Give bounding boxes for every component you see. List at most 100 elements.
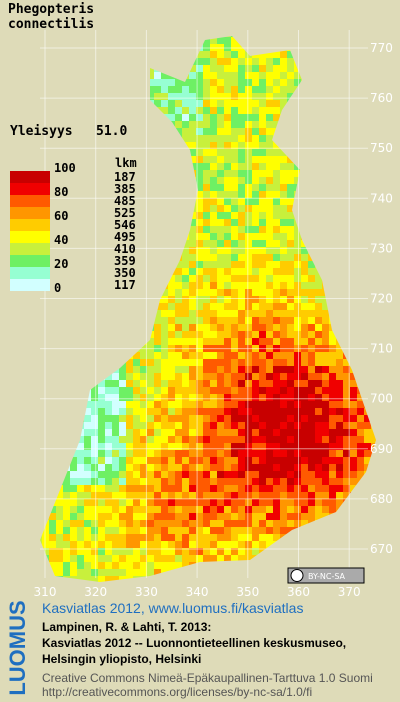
grid-cell: [364, 429, 371, 436]
grid-cell: [280, 331, 287, 338]
grid-cell: [77, 443, 84, 450]
grid-cell: [140, 359, 147, 366]
grid-cell: [175, 191, 182, 198]
grid-cell: [329, 373, 336, 380]
grid-cell: [119, 464, 126, 471]
grid-cell: [147, 499, 154, 506]
grid-cell: [210, 296, 217, 303]
grid-cell: [357, 37, 364, 44]
grid-cell: [273, 275, 280, 282]
grid-cell: [217, 268, 224, 275]
grid-cell: [49, 310, 56, 317]
link: Kasviatlas 2012, www.luomus.fi/kasviatla…: [42, 600, 303, 616]
grid-cell: [294, 240, 301, 247]
grid-cell: [133, 310, 140, 317]
grid-cell: [112, 114, 119, 121]
grid-cell: [217, 331, 224, 338]
grid-cell: [147, 359, 154, 366]
grid-cell: [315, 394, 322, 401]
grid-cell: [126, 436, 133, 443]
grid-cell: [56, 541, 63, 548]
grid-cell: [196, 485, 203, 492]
grid-cell: [224, 107, 231, 114]
grid-cell: [154, 331, 161, 338]
grid-cell: [224, 485, 231, 492]
grid-cell: [126, 366, 133, 373]
grid-cell: [84, 317, 91, 324]
grid-cell: [84, 499, 91, 506]
grid-cell: [70, 562, 77, 569]
grid-cell: [189, 527, 196, 534]
grid-cell: [49, 513, 56, 520]
grid-cell: [217, 394, 224, 401]
grid-cell: [357, 261, 364, 268]
grid-cell: [238, 324, 245, 331]
grid-cell: [203, 107, 210, 114]
grid-cell: [287, 527, 294, 534]
grid-cell: [210, 72, 217, 79]
grid-cell: [322, 163, 329, 170]
grid-cell: [252, 464, 259, 471]
grid-cell: [259, 569, 266, 576]
grid-cell: [154, 184, 161, 191]
grid-cell: [308, 275, 315, 282]
grid-cell: [266, 247, 273, 254]
grid-cell: [224, 240, 231, 247]
grid-cell: [301, 408, 308, 415]
grid-cell: [196, 380, 203, 387]
grid-cell: [147, 261, 154, 268]
grid-cell: [301, 394, 308, 401]
grid-cell: [70, 576, 77, 582]
grid-cell: [238, 366, 245, 373]
grid-cell: [154, 205, 161, 212]
grid-cell: [294, 331, 301, 338]
grid-cell: [371, 506, 376, 513]
grid-cell: [336, 254, 343, 261]
grid-cell: [231, 72, 238, 79]
grid-cell: [336, 415, 343, 422]
grid-cell: [203, 520, 210, 527]
grid-cell: [245, 191, 252, 198]
grid-cell: [217, 569, 224, 576]
grid-cell: [329, 338, 336, 345]
grid-cell: [266, 191, 273, 198]
grid-cell: [238, 198, 245, 205]
grid-cell: [217, 58, 224, 65]
grid-cell: [105, 65, 112, 72]
grid-cell: [245, 464, 252, 471]
grid-cell: [308, 352, 315, 359]
grid-cell: [287, 198, 294, 205]
grid-cell: [329, 422, 336, 429]
grid-cell: [126, 457, 133, 464]
grid-cell: [357, 121, 364, 128]
grid-cell: [105, 191, 112, 198]
grid-cell: [224, 373, 231, 380]
grid-cell: [119, 338, 126, 345]
grid-cell: [217, 219, 224, 226]
grid-cell: [315, 219, 322, 226]
grid-cell: [140, 436, 147, 443]
grid-cell: [308, 93, 315, 100]
grid-cell: [252, 317, 259, 324]
grid-cell: [105, 520, 112, 527]
grid-cell: [273, 408, 280, 415]
grid-cell: [133, 408, 140, 415]
grid-cell: [98, 58, 105, 65]
grid-cell: [224, 275, 231, 282]
grid-cell: [203, 156, 210, 163]
grid-cell: [238, 135, 245, 142]
grid-cell: [238, 457, 245, 464]
grid-cell: [203, 36, 210, 37]
grid-cell: [259, 107, 266, 114]
grid-cell: [231, 177, 238, 184]
grid-cell: [350, 387, 357, 394]
grid-cell: [315, 282, 322, 289]
grid-cell: [217, 296, 224, 303]
grid-cell: [364, 331, 371, 338]
grid-cell: [280, 562, 287, 569]
grid-cell: [322, 261, 329, 268]
grid-cell: [322, 338, 329, 345]
grid-cell: [161, 324, 168, 331]
grid-cell: [161, 275, 168, 282]
grid-cell: [252, 527, 259, 534]
